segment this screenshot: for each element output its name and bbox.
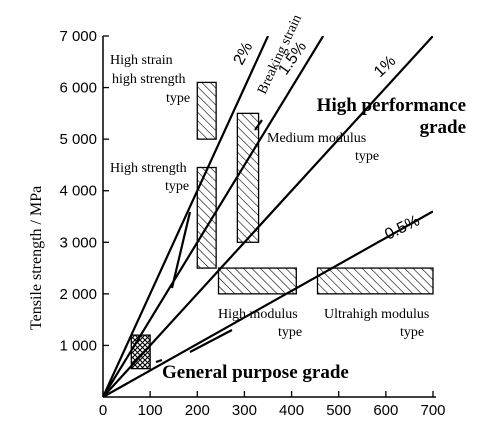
- x-tick-label: 100: [138, 402, 163, 419]
- label-2pct: 2%: [231, 39, 257, 67]
- annotation-dash: [155, 358, 163, 364]
- high-strain-label-1: High strain: [110, 53, 173, 68]
- x-tick-label: 500: [326, 402, 351, 419]
- x-tick-label: 300: [232, 402, 257, 419]
- y-axis-label: Tensile strength / MPa: [28, 186, 45, 330]
- y-tick-label: 1 000: [59, 337, 97, 354]
- region-2: [236, 112, 260, 243]
- x-tick-label: 400: [279, 402, 304, 419]
- ultrahigh-modulus-label-2: type: [400, 325, 424, 340]
- high-strength-label-2: type: [165, 179, 189, 194]
- high-performance-grade-label: grade: [420, 117, 466, 138]
- x-tick-label: 0: [99, 402, 107, 419]
- strain-lines-layer: [103, 36, 433, 397]
- strain-line-3: [103, 210, 433, 397]
- region-0: [196, 81, 217, 140]
- y-tick-label: 3 000: [59, 234, 97, 251]
- ultrahigh-modulus-label-1: Ultrahigh modulus: [324, 307, 429, 322]
- general-purpose-label: General purpose grade: [162, 362, 349, 383]
- x-tick-label: 600: [373, 402, 398, 419]
- x-tick-label: 200: [185, 402, 210, 419]
- strain-line-0: [103, 36, 270, 397]
- y-tick-label: 7 000: [59, 28, 97, 45]
- strain-line-2: [103, 36, 433, 397]
- medium-modulus-label-2: type: [355, 149, 379, 164]
- y-tick-label: 5 000: [59, 131, 97, 148]
- high-strain-label-2: high strength: [112, 72, 186, 87]
- annotation-dash: [254, 119, 263, 131]
- label-0-5pct: 0.5%: [382, 212, 422, 243]
- high-strength-label-1: High strength: [110, 161, 187, 176]
- high-modulus-label-1: High modulus: [218, 307, 298, 322]
- y-tick-label: 6 000: [59, 80, 97, 97]
- annotation-dash: [170, 211, 192, 289]
- annotation-dash: [189, 329, 233, 353]
- annotation-dashes: [155, 119, 263, 364]
- region-4: [316, 267, 434, 295]
- high-strain-label-3: type: [166, 91, 190, 106]
- high-performance-label: High performance: [317, 95, 466, 116]
- x-tick-label: 700: [420, 402, 445, 419]
- regions-layer: [130, 81, 434, 370]
- strain-line-1: [103, 36, 325, 397]
- ticks-layer: 0 100 200 300 400 500 600 700 1 000 2 000 3 000 4 0…: [59, 28, 445, 419]
- medium-modulus-label-1: Medium modulus: [267, 131, 366, 146]
- y-tick-label: 4 000: [59, 183, 97, 200]
- y-tick-label: 2 000: [59, 286, 97, 303]
- high-modulus-label-2: type: [278, 325, 302, 340]
- region-3: [217, 267, 297, 295]
